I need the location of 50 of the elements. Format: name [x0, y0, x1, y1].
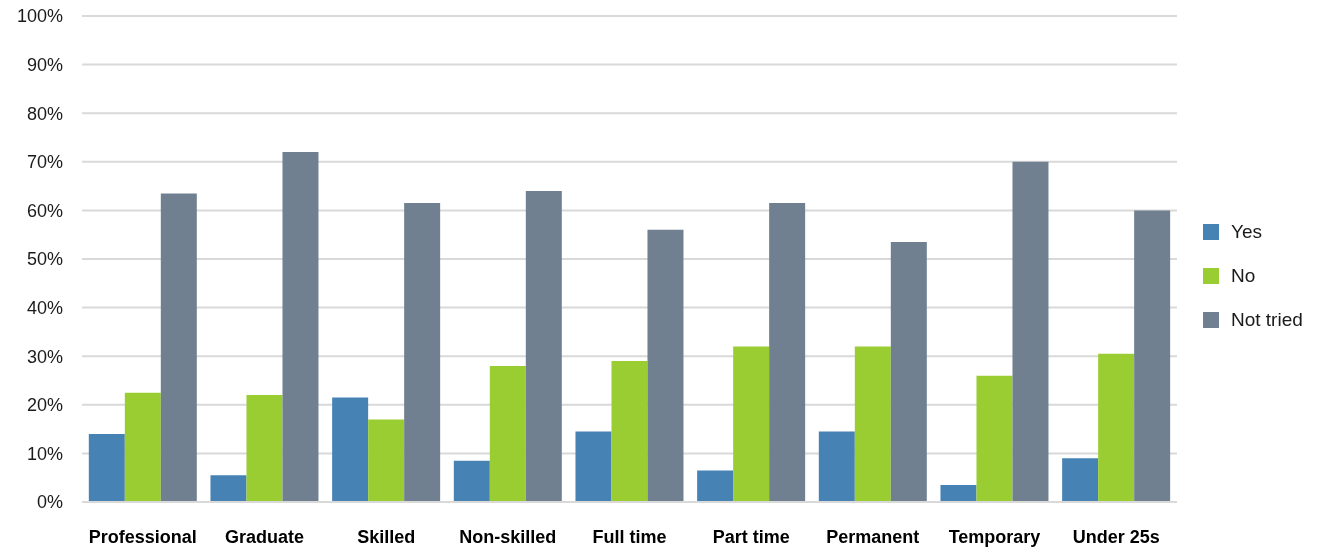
y-tick-label: 30% — [26, 346, 63, 367]
x-tick-label: Professional — [88, 526, 197, 547]
bar — [246, 395, 283, 502]
bar — [940, 484, 977, 502]
x-tick-label: Permanent — [826, 526, 920, 547]
bar — [368, 419, 405, 502]
y-tick-label: 90% — [26, 54, 63, 75]
x-tick-label: Temporary — [948, 526, 1041, 547]
legend-label: Yes — [1231, 221, 1262, 243]
x-tick-label: Graduate — [224, 526, 305, 547]
y-tick-label: 10% — [26, 443, 63, 464]
bar — [453, 460, 490, 502]
y-tick-label: 60% — [26, 200, 63, 221]
bar — [1134, 210, 1171, 502]
bar — [769, 203, 806, 502]
legend-label: Not tried — [1231, 309, 1303, 331]
x-tick-label: Full time — [592, 526, 667, 547]
bar — [210, 475, 247, 502]
bar — [976, 375, 1013, 502]
x-tick-label: Non-skilled — [459, 526, 557, 547]
bar — [1062, 458, 1099, 502]
x-tick-label: Part time — [712, 526, 790, 547]
bar — [160, 193, 197, 502]
y-tick-label: 40% — [26, 297, 63, 318]
bar — [404, 203, 441, 502]
bar — [525, 190, 562, 502]
bar — [890, 241, 927, 502]
bar — [88, 433, 125, 502]
bar — [1098, 353, 1135, 502]
y-tick-label: 20% — [26, 395, 63, 416]
y-tick-label: 70% — [26, 152, 63, 173]
bar — [489, 365, 526, 502]
bar — [733, 346, 770, 502]
y-tick-label: 50% — [26, 249, 63, 270]
y-tick-label: 0% — [36, 492, 63, 513]
bar — [124, 392, 161, 502]
bar — [332, 397, 369, 502]
bar — [575, 431, 612, 502]
legend-label: No — [1231, 265, 1256, 287]
y-tick-label: 80% — [26, 103, 63, 124]
x-tick-label: Skilled — [357, 526, 416, 547]
bar — [1012, 161, 1049, 502]
bar — [818, 431, 855, 502]
bar — [854, 346, 891, 502]
bar — [611, 361, 648, 502]
bar — [697, 470, 734, 502]
x-tick-label: Under 25s — [1072, 526, 1160, 547]
bar — [647, 229, 684, 502]
y-tick-label: 100% — [16, 6, 63, 27]
bar — [282, 152, 319, 502]
